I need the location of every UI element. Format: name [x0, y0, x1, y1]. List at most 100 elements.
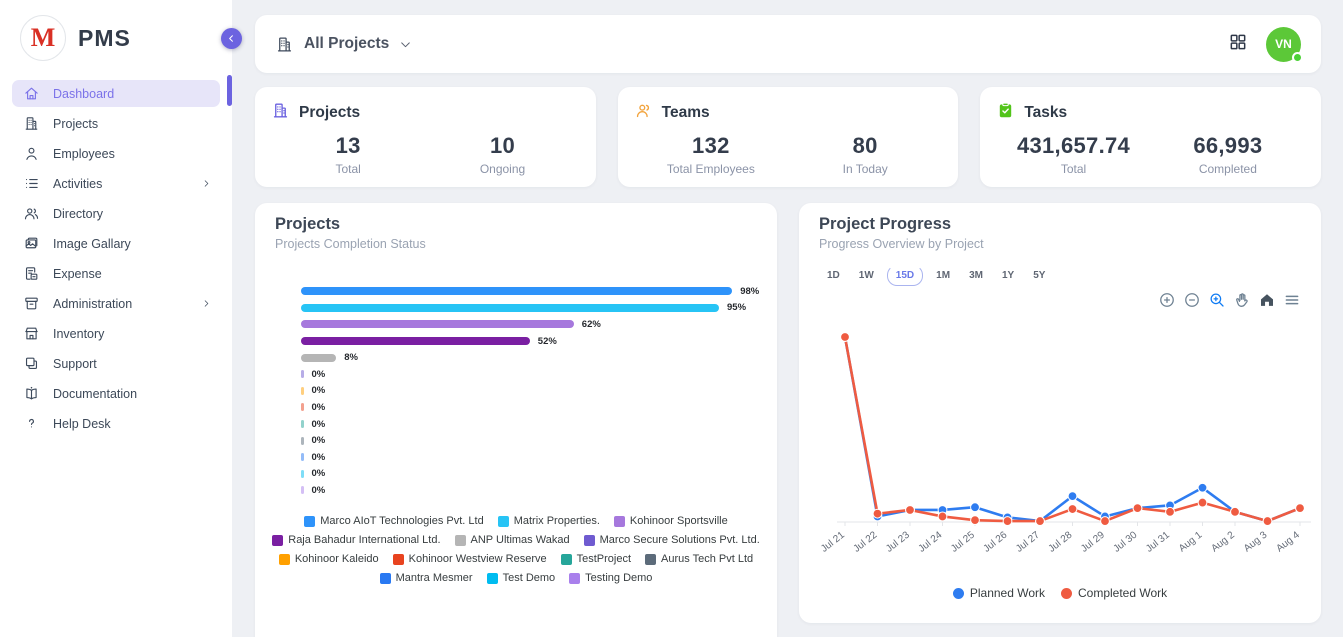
- data-point[interactable]: [1197, 482, 1208, 493]
- legend-item-completed-work[interactable]: Completed Work: [1061, 586, 1167, 600]
- x-axis-label: Jul 30: [1112, 529, 1140, 554]
- selection-zoom-icon[interactable]: [1208, 291, 1226, 309]
- progress-panel-title: Project Progress: [819, 215, 952, 233]
- legend-item-planned-work[interactable]: Planned Work: [952, 586, 1045, 600]
- bar-row-mantra-mesmer[interactable]: 0%: [275, 449, 765, 466]
- bar[interactable]: [301, 469, 304, 478]
- bar-value-label: 0%: [311, 401, 326, 413]
- sidebar-item-label: Help Desk: [53, 416, 111, 431]
- menu-icon[interactable]: [1283, 291, 1301, 309]
- bar-row-kohinoor-westview-reserve[interactable]: 0%: [275, 399, 765, 416]
- data-point[interactable]: [1262, 516, 1273, 526]
- zoom-out-icon[interactable]: [1183, 291, 1201, 309]
- legend-item-marco-aiot-technologies-pvt-ltd[interactable]: Marco AIoT Technologies Pvt. Ltd: [304, 515, 484, 527]
- bar[interactable]: [301, 303, 719, 312]
- legend-item-marco-secure-solutions-pvt-ltd[interactable]: Marco Secure Solutions Pvt. Ltd.: [583, 534, 760, 546]
- sidebar-item-support[interactable]: Support: [12, 350, 220, 377]
- sidebar-item-expense[interactable]: Expense: [12, 260, 220, 287]
- data-point[interactable]: [1002, 516, 1013, 526]
- data-point[interactable]: [1132, 503, 1143, 514]
- sidebar-item-administration[interactable]: Administration: [12, 290, 220, 317]
- sidebar-collapse-button[interactable]: [221, 28, 242, 49]
- data-point[interactable]: [1035, 516, 1045, 526]
- sidebar-item-employees[interactable]: Employees: [12, 140, 220, 167]
- legend-item-testing-demo[interactable]: Testing Demo: [569, 572, 652, 584]
- people-icon: [24, 208, 38, 220]
- range-button-5y[interactable]: 5Y: [1033, 270, 1046, 281]
- bar-row-kohinoor-sportsville[interactable]: 62%: [275, 316, 765, 333]
- range-button-3m[interactable]: 3M: [969, 270, 983, 281]
- bar-value-label: 0%: [311, 484, 326, 496]
- sidebar-item-projects[interactable]: Projects: [12, 110, 220, 137]
- bar[interactable]: [301, 320, 574, 329]
- data-point[interactable]: [905, 505, 915, 515]
- bar-row-marco-aiot-technologies-pvt-ltd[interactable]: 98%: [275, 283, 765, 300]
- data-point[interactable]: [1295, 503, 1305, 514]
- range-button-1m[interactable]: 1M: [936, 270, 951, 281]
- bar-chart[interactable]: 98% 95% 62% 52% 8% 0% 0% 0% 0% 0% 0% 0% 0%: [275, 283, 765, 499]
- bar-row-test-demo[interactable]: 0%: [275, 466, 765, 483]
- bar-row-marco-secure-solutions-pvt-ltd[interactable]: 0%: [275, 366, 765, 383]
- range-button-1y[interactable]: 1Y: [1001, 270, 1015, 281]
- bar-row-testing-demo[interactable]: 0%: [275, 482, 765, 499]
- bar[interactable]: [301, 370, 304, 379]
- data-point[interactable]: [970, 515, 980, 526]
- legend-item-aurus-tech-pvt-ltd[interactable]: Aurus Tech Pvt Ltd: [645, 553, 753, 565]
- sidebar-item-inventory[interactable]: Inventory: [12, 320, 220, 347]
- sidebar-item-image-gallary[interactable]: Image Gallary: [12, 230, 220, 257]
- bar-row-aurus-tech-pvt-ltd[interactable]: 0%: [275, 432, 765, 449]
- legend-item-test-demo[interactable]: Test Demo: [486, 572, 555, 584]
- sidebar-item-help-desk[interactable]: Help Desk: [12, 410, 220, 437]
- bar[interactable]: [301, 353, 337, 362]
- bar-row-testproject[interactable]: 0%: [275, 416, 765, 433]
- legend-item-matrix-properties[interactable]: Matrix Properties.: [497, 515, 600, 527]
- apps-grid-button[interactable]: [1228, 32, 1248, 57]
- sidebar-scrollbar-thumb[interactable]: [227, 75, 232, 106]
- range-button-1d[interactable]: 1D: [827, 270, 840, 281]
- bar-row-kohinoor-kaleido[interactable]: 0%: [275, 383, 765, 400]
- range-button-1w[interactable]: 1W: [858, 270, 874, 281]
- bar[interactable]: [301, 420, 304, 429]
- sidebar-item-activities[interactable]: Activities: [12, 170, 220, 197]
- user-avatar[interactable]: VN: [1266, 26, 1303, 63]
- data-point[interactable]: [840, 332, 850, 342]
- building-icon: [273, 103, 288, 118]
- legend-item-anp-ultimas-wakad[interactable]: ANP Ultimas Wakad: [454, 534, 570, 546]
- data-point[interactable]: [1100, 516, 1110, 526]
- list-icon: [25, 179, 38, 188]
- bar[interactable]: [301, 287, 733, 296]
- project-scope-selector[interactable]: All Projects: [275, 35, 412, 54]
- bar-row-anp-ultimas-wakad[interactable]: 8%: [275, 349, 765, 366]
- data-point[interactable]: [970, 502, 980, 513]
- bar[interactable]: [301, 436, 304, 445]
- data-point[interactable]: [1230, 506, 1240, 517]
- bar-row-matrix-properties[interactable]: 95%: [275, 300, 765, 317]
- legend-item-kohinoor-westview-reserve[interactable]: Kohinoor Westview Reserve: [392, 553, 547, 565]
- legend-dot: [952, 587, 964, 599]
- legend-item-testproject[interactable]: TestProject: [560, 553, 631, 565]
- sidebar-item-documentation[interactable]: Documentation: [12, 380, 220, 407]
- legend-item-mantra-mesmer[interactable]: Mantra Mesmer: [379, 572, 473, 584]
- bar[interactable]: [301, 453, 304, 462]
- data-point[interactable]: [1067, 504, 1078, 514]
- legend-item-kohinoor-kaleido[interactable]: Kohinoor Kaleido: [278, 553, 379, 565]
- data-point[interactable]: [1197, 497, 1208, 508]
- bar-row-raja-bahadur-international-ltd[interactable]: 52%: [275, 333, 765, 350]
- sidebar-item-directory[interactable]: Directory: [12, 200, 220, 227]
- bar[interactable]: [301, 403, 304, 412]
- data-point[interactable]: [1067, 491, 1078, 502]
- bar[interactable]: [301, 337, 530, 346]
- zoom-in-icon[interactable]: [1158, 291, 1176, 309]
- home-icon-solid[interactable]: [1258, 291, 1276, 309]
- legend-item-raja-bahadur-international-ltd[interactable]: Raja Bahadur International Ltd.: [272, 534, 441, 546]
- data-point[interactable]: [1165, 506, 1175, 517]
- legend-item-kohinoor-sportsville[interactable]: Kohinoor Sportsville: [613, 515, 728, 527]
- range-button-15d[interactable]: 15D: [886, 265, 924, 286]
- bar[interactable]: [301, 486, 304, 495]
- sidebar-item-dashboard[interactable]: Dashboard: [12, 80, 220, 107]
- bar[interactable]: [301, 386, 304, 395]
- pan-icon[interactable]: [1233, 291, 1251, 309]
- data-point[interactable]: [937, 511, 948, 522]
- data-point[interactable]: [872, 508, 883, 519]
- line-chart[interactable]: Jul 21 Jul 22 Jul 23 Jul 24 Jul 25 Jul 26 Jul …: [799, 313, 1321, 563]
